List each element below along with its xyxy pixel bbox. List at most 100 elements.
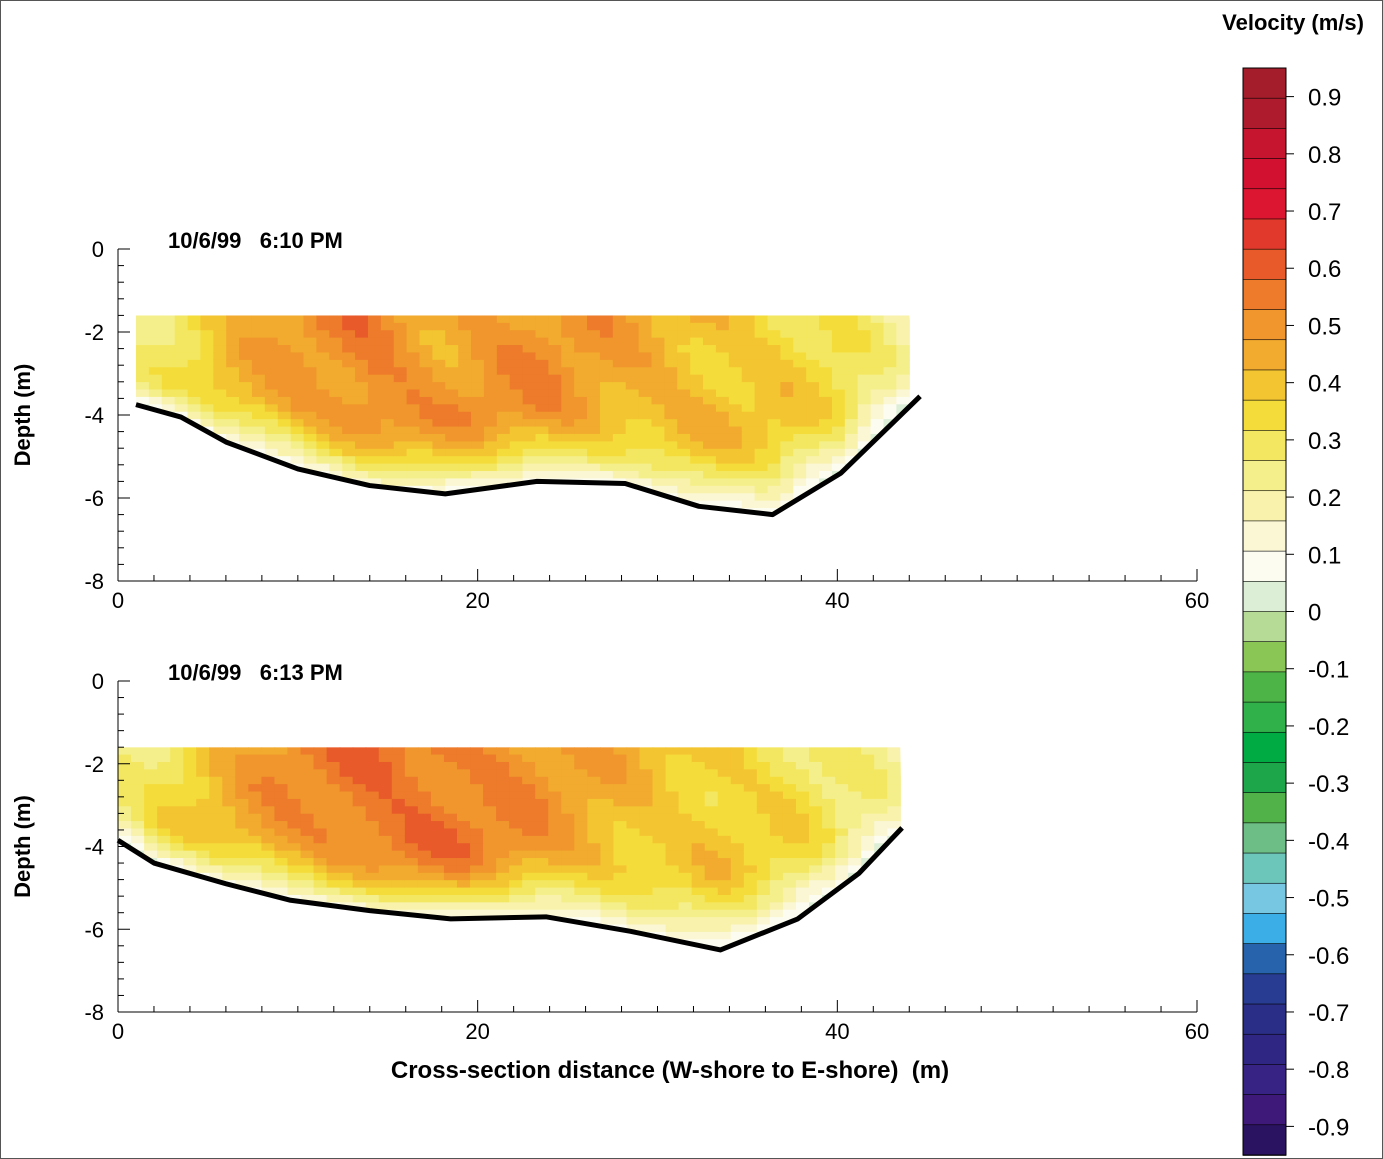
velocity-cell <box>157 784 171 793</box>
velocity-cell <box>200 515 213 523</box>
velocity-cell <box>144 939 158 948</box>
velocity-cell <box>393 359 408 368</box>
velocity-cell <box>896 456 910 465</box>
velocity-cell <box>638 500 653 509</box>
velocity-cell <box>394 515 407 523</box>
colorbar-band <box>1242 701 1287 734</box>
velocity-cell <box>848 924 862 933</box>
velocity-cell <box>417 931 432 940</box>
velocity-cell <box>754 485 769 494</box>
velocity-cell <box>652 902 667 911</box>
velocity-cell <box>339 843 354 852</box>
velocity-cell <box>352 776 367 785</box>
velocity-cell <box>261 769 276 778</box>
velocity-cell <box>355 500 369 509</box>
velocity-cell <box>741 337 756 346</box>
velocity-cell <box>638 426 653 435</box>
velocity-cell <box>183 909 197 918</box>
velocity-cell <box>874 747 888 756</box>
velocity-cell <box>326 939 341 948</box>
velocity-cell <box>887 828 901 837</box>
velocity-cell <box>419 433 434 442</box>
colorbar-tick-label: 0.7 <box>1308 199 1341 226</box>
colorbar-band <box>1242 943 1287 975</box>
velocity-cell <box>135 389 150 398</box>
velocity-cell <box>703 419 717 428</box>
velocity-cell <box>831 508 846 515</box>
velocity-cell <box>393 411 408 420</box>
velocity-cell <box>326 821 341 830</box>
velocity-cell <box>703 315 717 324</box>
velocity-cell <box>857 315 872 324</box>
velocity-cell <box>226 345 240 354</box>
velocity-cell <box>600 865 615 874</box>
velocity-cell <box>148 330 163 339</box>
velocity-cell <box>730 784 745 793</box>
velocity-cell <box>342 345 356 354</box>
velocity-cell <box>303 441 318 450</box>
velocity-cell <box>638 411 653 420</box>
velocity-cell <box>728 471 743 480</box>
velocity-cell <box>887 747 901 756</box>
velocity-cell <box>887 894 901 903</box>
velocity-cell <box>793 359 807 368</box>
velocity-cell <box>535 769 549 778</box>
velocity-cell <box>483 761 497 770</box>
velocity-cell <box>404 939 419 948</box>
velocity-cell <box>316 389 330 398</box>
velocity-cell <box>756 902 771 911</box>
velocity-cell <box>471 478 485 487</box>
colorbar-tick-label: 0.6 <box>1308 256 1341 283</box>
velocity-field <box>135 315 910 523</box>
velocity-cell <box>355 330 369 339</box>
velocity-cell <box>664 471 678 480</box>
velocity-cell <box>339 939 354 948</box>
velocity-cell <box>329 500 343 509</box>
velocity-cell <box>248 747 263 756</box>
velocity-cell <box>161 382 176 391</box>
velocity-cell <box>443 776 458 785</box>
x-tick-label: 20 <box>465 1019 489 1044</box>
velocity-cell <box>743 791 758 800</box>
velocity-cell <box>458 508 472 515</box>
velocity-cell <box>458 478 472 487</box>
velocity-cell <box>652 858 667 867</box>
velocity-cell <box>795 865 810 874</box>
velocity-cell <box>857 404 872 413</box>
velocity-cell <box>782 791 797 800</box>
velocity-cell <box>756 791 771 800</box>
velocity-cell <box>741 330 756 339</box>
velocity-cell <box>782 798 797 807</box>
velocity-cell <box>417 850 432 859</box>
velocity-cell <box>432 352 446 361</box>
velocity-cell <box>806 389 820 398</box>
velocity-cell <box>222 902 236 911</box>
velocity-cell <box>703 426 717 435</box>
velocity-cell <box>274 813 289 822</box>
velocity-cell <box>483 478 498 487</box>
velocity-cell <box>835 872 849 881</box>
velocity-cell <box>548 322 562 331</box>
velocity-cell <box>522 419 537 428</box>
velocity-cell <box>148 485 163 494</box>
velocity-cell <box>342 322 356 331</box>
velocity-cell <box>404 754 419 763</box>
velocity-cell <box>183 850 197 859</box>
velocity-cell <box>235 909 249 918</box>
velocity-cell <box>458 396 472 405</box>
velocity-cell <box>612 367 627 376</box>
velocity-cell <box>574 322 588 331</box>
velocity-cell <box>239 500 253 509</box>
velocity-cell <box>509 946 523 950</box>
velocity-cell <box>313 887 328 896</box>
velocity-cell <box>664 456 678 465</box>
velocity-cell <box>664 352 678 361</box>
velocity-cell <box>535 843 549 852</box>
velocity-cell <box>625 500 640 509</box>
velocity-cell <box>769 865 784 874</box>
velocity-cell <box>574 426 588 435</box>
velocity-cell <box>419 352 434 361</box>
velocity-cell <box>848 843 862 852</box>
velocity-cell <box>574 352 588 361</box>
velocity-cell <box>174 315 189 324</box>
